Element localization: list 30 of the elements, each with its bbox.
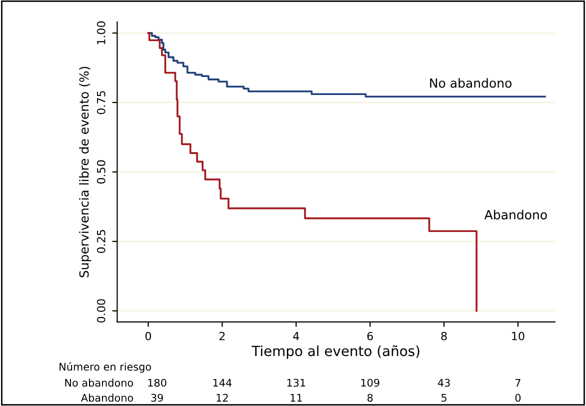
x-tick-label: 4 <box>293 332 300 340</box>
y-tick-label: 0.00 <box>96 299 106 322</box>
x-tick-label: 6 <box>367 332 373 340</box>
y-tick-label: 0.25 <box>96 230 106 254</box>
series-label: Abandono <box>484 210 547 220</box>
text: 39 <box>151 394 163 402</box>
text: 5 <box>442 394 446 402</box>
text: 131 <box>287 378 306 387</box>
y-tick-label: 1.00 <box>96 21 106 44</box>
y-axis-title: Supervivencia libre de evento (%) <box>79 66 92 278</box>
text: No abandono <box>65 378 134 387</box>
x-tick-label: 10 <box>512 332 524 340</box>
text: 43 <box>438 378 450 387</box>
text: 8 <box>367 394 373 402</box>
y-tick-label: 0.50 <box>96 160 106 184</box>
x-axis-title: Tiempo al evento (años) <box>252 345 420 359</box>
text: 12 <box>216 394 228 402</box>
y-tick-label: 0.75 <box>96 91 106 114</box>
x-tick-label: 2 <box>219 332 225 340</box>
text: 144 <box>213 378 232 387</box>
series-label: No abandono <box>430 78 512 88</box>
x-tick-label: 8 <box>441 332 447 340</box>
text: Número en riesgo <box>60 362 152 373</box>
text: 7 <box>516 378 520 387</box>
text: 11 <box>290 394 302 402</box>
text: 0 <box>515 394 521 402</box>
text: Abandono <box>81 394 134 402</box>
x-tick-label: 0 <box>145 332 152 340</box>
text: 109 <box>361 378 380 387</box>
text: 180 <box>148 378 166 387</box>
